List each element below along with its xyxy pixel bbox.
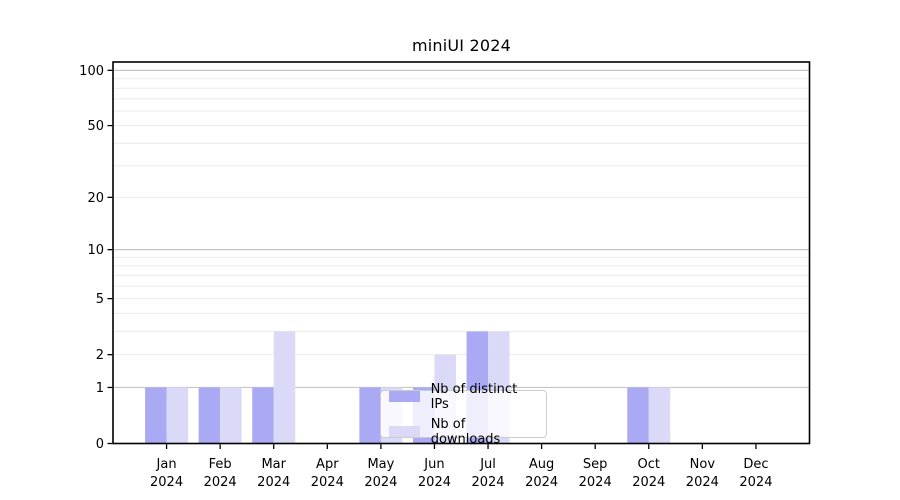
plot-border bbox=[112, 61, 811, 445]
bar-oct-series1[interactable] bbox=[648, 387, 671, 444]
y-tick-label: 10 bbox=[87, 243, 104, 258]
y-tick-label: 50 bbox=[87, 119, 104, 134]
x-tick-label-month: Nov bbox=[690, 457, 716, 472]
y-tick-label: 2 bbox=[96, 348, 104, 363]
x-tick-label-month: Dec bbox=[743, 457, 768, 472]
legend-label-downloads: Nb of downloads bbox=[430, 416, 501, 447]
x-tick-label-year: 2024 bbox=[257, 475, 290, 490]
bar-jan-series0[interactable] bbox=[145, 387, 167, 444]
legend: Nb of distinct IPs Nb of downloads bbox=[380, 382, 547, 447]
x-tick-label-year: 2024 bbox=[150, 475, 183, 490]
x-tick-label-year: 2024 bbox=[525, 475, 558, 490]
y-tick-label: 1 bbox=[96, 381, 104, 396]
y-tick-label: 0 bbox=[96, 437, 104, 452]
x-tick-label-year: 2024 bbox=[364, 475, 397, 490]
x-tick-label-month: May bbox=[367, 457, 394, 472]
bar-feb-series0[interactable] bbox=[198, 387, 221, 444]
x-tick-label-month: Aug bbox=[529, 457, 554, 472]
bar-jan-series1[interactable] bbox=[166, 387, 189, 444]
y-tick-label: 100 bbox=[79, 64, 104, 79]
bar-oct-series0[interactable] bbox=[627, 387, 649, 444]
x-tick-label-year: 2024 bbox=[686, 475, 719, 490]
x-tick-label-year: 2024 bbox=[418, 475, 451, 490]
legend-item-downloads[interactable]: Nb of downloads bbox=[389, 417, 538, 447]
bar-feb-series1[interactable] bbox=[220, 387, 242, 444]
legend-swatch-distinct-ips bbox=[389, 391, 420, 402]
x-tick-label-month: Mar bbox=[261, 457, 286, 472]
bar-may-series0[interactable] bbox=[359, 387, 381, 444]
x-tick-label-month: Oct bbox=[638, 457, 660, 472]
chart-title: miniUI 2024 bbox=[411, 36, 512, 55]
y-tick-label: 20 bbox=[87, 191, 104, 206]
legend-label-distinct-ips: Nb of distinct IPs bbox=[430, 381, 518, 412]
x-tick-label-year: 2024 bbox=[632, 475, 665, 490]
legend-swatch-downloads bbox=[389, 426, 420, 437]
x-tick-label-year: 2024 bbox=[739, 475, 772, 490]
x-tick-label-month: Jan bbox=[156, 457, 177, 472]
x-tick-label-month: Feb bbox=[209, 457, 232, 472]
bar-mar-series1[interactable] bbox=[273, 331, 296, 444]
y-tick-label: 5 bbox=[96, 292, 104, 307]
x-tick-label-month: Apr bbox=[316, 457, 339, 472]
x-tick-label-month: Sep bbox=[583, 457, 608, 472]
x-tick-label-month: Jul bbox=[479, 457, 496, 472]
x-tick-label-month: Jun bbox=[423, 457, 444, 472]
x-tick-label-year: 2024 bbox=[579, 475, 612, 490]
x-tick-label-year: 2024 bbox=[311, 475, 344, 490]
x-tick-label-year: 2024 bbox=[471, 475, 504, 490]
bar-mar-series0[interactable] bbox=[252, 387, 274, 444]
legend-item-distinct-ips[interactable]: Nb of distinct IPs bbox=[389, 382, 538, 412]
x-tick-label-year: 2024 bbox=[204, 475, 237, 490]
